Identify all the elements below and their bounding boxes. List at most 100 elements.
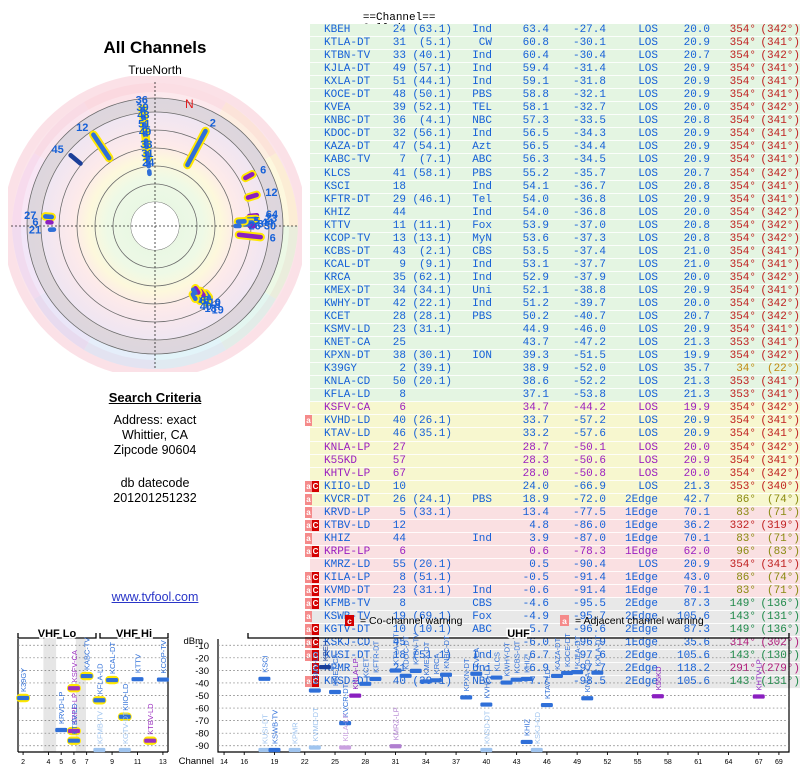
table-row[interactable]: KPXN-DT 38 (30.1) ION 39.3 -51.5 LOS 19.9 354° (3… xyxy=(310,350,800,364)
table-row[interactable]: KWHY-DT 42 (22.1) Ind 51.2 -39.7 LOS 20.0 354° (3… xyxy=(310,297,800,312)
table-row[interactable]: KSMV-LD 23 (31.1) 44.9 -46.0 LOS 20.9 354° (341°… xyxy=(310,324,800,338)
cell-callsign: KNSD-DT xyxy=(324,676,371,689)
table-row[interactable]: KTLA-DT 31 (5.1) CW 60.8 -30.1 LOS 20.9 354° (341… xyxy=(310,37,800,51)
table-row[interactable]: KHTV-LP 67 28.0 -50.8 LOS 20.0 354° (342°) xyxy=(310,467,800,481)
table-row[interactable]: a KVCR-DT 26 (24.1) PBS 18.9 -72.0 2Edge 42.7 86°… xyxy=(305,493,800,507)
cell-distance-miles: 20.8 xyxy=(683,115,710,128)
cell-noise-margin: 63.4 xyxy=(522,24,549,36)
cell-real-channel: 27 xyxy=(392,441,406,454)
table-row[interactable]: KBEH 24 (63.1) Ind 63.4 -27.4 LOS 20.0 354° (342°… xyxy=(310,24,800,38)
cell-network: Ind xyxy=(472,650,492,663)
table-row[interactable]: KABC-TV 7 (7.1) ABC 56.3 -34.5 LOS 20.9 354° (341… xyxy=(310,154,800,168)
cell-callsign: KVHD-LD xyxy=(324,415,371,428)
table-row[interactable]: KMRZ-LD 55 (20.1) 0.5 -90.4 LOS 20.9 354° (341°) xyxy=(310,558,800,572)
table-row[interactable]: a C KFMB-TV 8 CBS -4.6 -95.5 2Edge 87.3 149° (136°… xyxy=(305,598,800,612)
chart-data-point: KJLA-DT xyxy=(571,635,584,675)
cell-power-dbm: -91.4 xyxy=(572,585,606,598)
cell-azimuth-magnetic: (342°) xyxy=(760,441,800,454)
cell-noise-margin: 51.2 xyxy=(522,297,549,310)
table-row[interactable]: a KVHD-LD 40 (26.1) 33.7 -57.2 LOS 20.9 354° (341… xyxy=(305,415,800,429)
table-row[interactable]: a KRVD-LP 5 (33.1) 13.4 -77.5 1Edge 70.1 83° (71°… xyxy=(305,506,800,520)
cell-real-channel: 45 xyxy=(392,637,406,650)
table-row[interactable]: KCET 28 (28.1) PBS 50.2 -40.7 LOS 20.7 354° (342°… xyxy=(310,311,800,325)
table-row[interactable]: KTTV 11 (11.1) Fox 53.9 -37.0 LOS 20.8 354° (342°… xyxy=(310,219,800,233)
vhf-lo-bracket xyxy=(17,633,97,639)
chart-point-callsign: KHIZ xyxy=(523,718,532,736)
table-row[interactable]: KJLA-DT 49 (57.1) Ind 59.4 -31.4 LOS 20.9 354° (3… xyxy=(310,63,800,77)
table-row[interactable]: KHIZ 44 Ind 54.0 -36.8 LOS 20.0 354° (342°) xyxy=(310,206,800,220)
chart-point-callsign: KVEA xyxy=(472,648,481,668)
adjacent-channel-warning-badge: a xyxy=(305,545,312,557)
cell-azimuth-magnetic: (74°) xyxy=(766,493,800,506)
cell-noise-margin: -6.9 xyxy=(522,663,549,676)
cell-path: 2Edge xyxy=(624,493,658,506)
warning-badges: C xyxy=(305,663,321,675)
table-row[interactable]: K39GY 2 (39.1) 38.9 -52.0 LOS 35.7 34° (22°) xyxy=(310,363,800,377)
table-row[interactable]: KRCA 35 (62.1) Ind 52.9 -37.9 LOS 20.0 354° (342°… xyxy=(310,271,800,285)
cell-power-dbm: -32.7 xyxy=(572,102,606,115)
table-row[interactable]: KMEX-DT 34 (34.1) Uni 52.1 -38.8 LOS 20.9 354° (3… xyxy=(310,284,800,298)
cell-azimuth-magnetic: (341°) xyxy=(760,258,800,271)
table-row[interactable]: KNLA-CD 50 (20.1) 38.6 -52.2 LOS 21.3 353° (341°… xyxy=(310,376,800,390)
table-row[interactable]: KXLA-DT 51 (44.1) Ind 59.1 -31.8 LOS 20.9 354° (3… xyxy=(310,76,800,90)
table-row[interactable]: KFTR-DT 29 (46.1) Tel 54.0 -36.8 LOS 20.9 354° (3… xyxy=(310,193,800,207)
table-row[interactable]: KSFV-CA 6 34.7 -44.2 LOS 19.9 354° (342°) xyxy=(310,402,800,416)
chart-point-callsign: KSMV-LD xyxy=(311,651,320,685)
table-row[interactable]: a C KTBV-LD 12 4.8 -86.0 1Edge 36.2 332° (319°) xyxy=(305,519,800,533)
table-row[interactable]: a C KRPE-LP 6 0.6 -78.3 1Edge 62.0 96° (83°) xyxy=(305,545,800,559)
table-row[interactable]: KNLA-LP 27 28.7 -50.1 LOS 20.0 354° (342°) xyxy=(310,441,800,455)
chart-data-point: KTLA-DT xyxy=(389,633,402,673)
warning-badges xyxy=(305,455,321,467)
cell-azimuth-magnetic: (342°) xyxy=(760,402,800,415)
table-row[interactable]: KSCI 18 Ind 54.1 -36.7 LOS 20.8 354° (341°) xyxy=(310,180,800,194)
table-row[interactable]: a C KIIO-LD 10 24.0 -66.9 LOS 21.3 353° (340°) xyxy=(305,480,800,494)
table-row[interactable]: KVEA 39 (52.1) TEL 58.1 -32.7 LOS 20.0 354° (342°… xyxy=(310,102,800,116)
table-row[interactable]: KCOP-TV 13 (13.1) MyN 53.6 -37.3 LOS 20.8 354° (3… xyxy=(310,232,800,246)
cell-path: LOS xyxy=(638,180,658,193)
cell-azimuth-magnetic: (341°) xyxy=(760,76,800,89)
table-row[interactable]: a C KSKJ-CD 45 -6.0 -96.9 1Edge 35.6 314° (302°) xyxy=(305,637,800,651)
table-row[interactable]: K55KD 57 28.3 -50.6 LOS 20.9 354° (341°) xyxy=(310,454,800,468)
table-row[interactable]: KAZA-DT 47 (54.1) Azt 56.5 -34.4 LOS 20.9 354° (3… xyxy=(310,141,800,155)
table-row[interactable]: KNBC-DT 36 (4.1) NBC 57.3 -33.5 LOS 20.8 354° (34… xyxy=(310,115,800,129)
cell-real-channel: 34 xyxy=(392,284,406,297)
table-row[interactable]: KDOC-DT 32 (56.1) Ind 56.5 -34.3 LOS 20.9 354° (3… xyxy=(310,128,800,142)
table-row[interactable]: aKSWB-TV19(69.1)Fox-4.9-95.72Edge105.614… xyxy=(305,611,800,625)
cell-callsign: KABC-TV xyxy=(324,154,371,167)
table-row[interactable]: KCBS-DT 43 (2.1) CBS 53.5 -37.4 LOS 21.0 354° (34… xyxy=(310,245,800,259)
warning-badges xyxy=(305,468,321,480)
x-axis-tick: 16 xyxy=(240,759,248,766)
chart-point-callsign: K39GY xyxy=(19,668,28,692)
table-row[interactable]: KLCS 41 (58.1) PBS 55.2 -35.7 LOS 20.7 354° (342°… xyxy=(310,167,800,181)
table-row[interactable]: a C KGTV-DT 10 (10.1) ABC -5.7 -96.6 2Edge 87.3 14… xyxy=(305,624,800,638)
chart-data-point: KLCS xyxy=(490,652,503,680)
cell-azimuth-true: 354° xyxy=(729,154,756,167)
table-row[interactable]: KNET-CA 25 43.7 -47.2 LOS 21.3 353° (341°) xyxy=(310,337,800,351)
table-row[interactable]: KTBN-TV 33 (40.1) Ind 60.4 -30.4 LOS 20.7 354° (3… xyxy=(310,50,800,64)
table-row[interactable]: a C KUSI-DT 18 (51.1) Ind -6.7 -97.6 2Edge 105.6 1… xyxy=(305,650,800,664)
warning-badges xyxy=(305,128,321,140)
x-axis-tick: 4 xyxy=(47,759,51,766)
table-row[interactable]: KTAV-LD 46 (35.1) 33.2 -57.6 LOS 20.9 354° (341°… xyxy=(310,428,800,442)
cell-distance-miles: 20.9 xyxy=(683,89,710,102)
cell-real-channel: 13 xyxy=(392,232,406,245)
table-row[interactable]: a KHIZ 44 Ind 3.9 -87.0 1Edge 70.1 83° (71°) xyxy=(305,532,800,546)
cell-azimuth-true: 354° xyxy=(729,128,756,141)
tvfool-website-link[interactable]: www.tvfool.com xyxy=(111,590,199,604)
cell-noise-margin: 0.5 xyxy=(529,558,549,571)
polar-marker-label: 39 xyxy=(136,102,148,114)
adjacent-channel-warning-badge: a xyxy=(305,571,312,583)
table-row[interactable]: KCAL-DT 9 (9.1) Ind 53.1 -37.7 LOS 21.0 354° (341… xyxy=(310,258,800,272)
table-row[interactable]: a C KILA-LP 8 (51.1) -0.5 -91.4 1Edge 43.0 86° (74… xyxy=(305,571,800,586)
cell-network: Ind xyxy=(472,297,492,310)
table-row[interactable]: a C KVMD-DT 23 (31.1) Ind -0.6 -91.4 1Edge 70.1 83… xyxy=(305,585,800,599)
cell-real-channel: 50 xyxy=(392,376,406,389)
cell-callsign: KFTR-DT xyxy=(324,193,371,206)
cell-power-dbm: -30.1 xyxy=(572,37,606,50)
y-axis-tick: -60 xyxy=(195,704,209,715)
table-row[interactable]: KOCE-DT 48 (50.1) PBS 58.8 -32.1 LOS 20.9 354° (3… xyxy=(310,89,800,103)
table-row[interactable]: KFLA-LD 8 37.1 -53.8 LOS 21.3 353° (341°) xyxy=(310,389,800,403)
cell-network: Ind xyxy=(472,585,492,598)
